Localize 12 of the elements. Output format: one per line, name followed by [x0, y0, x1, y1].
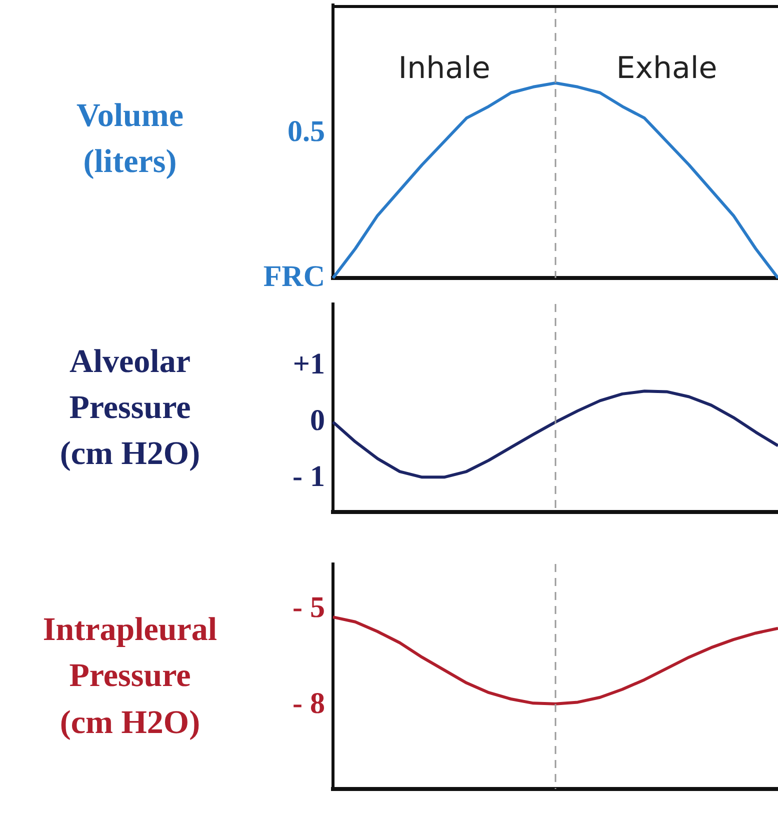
text: FRC	[263, 260, 325, 293]
y-tick-label: - 1	[292, 460, 325, 494]
y-axis-title: Alveolar Pressure (cm H2O)	[58, 342, 202, 474]
y-tick-label: - 5	[292, 590, 325, 624]
annotation: Exhale	[616, 50, 718, 86]
y-axis-title: Intrapleural Pressure (cm H2O)	[42, 611, 218, 743]
y-tick-label: 0	[310, 404, 325, 437]
y-tick-label: +1	[292, 348, 325, 381]
y-axis-title: Volume (liters)	[76, 96, 184, 182]
y-tick-label: - 8	[292, 687, 325, 720]
text: 0.5	[288, 115, 325, 148]
annotation: Inhale	[398, 50, 490, 86]
